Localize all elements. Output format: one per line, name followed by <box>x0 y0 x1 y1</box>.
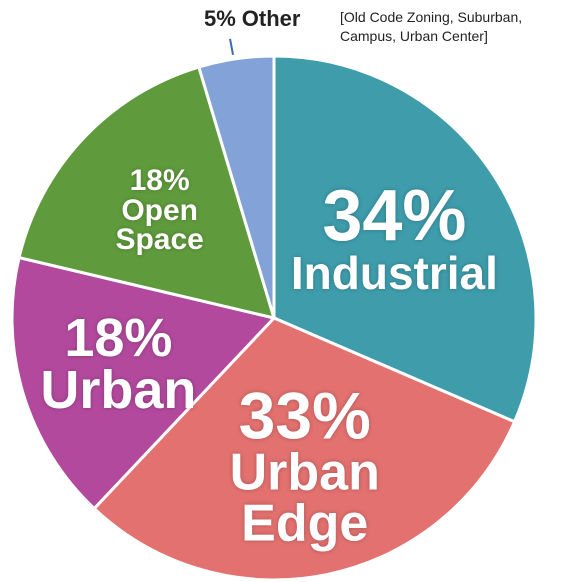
pie-slice <box>196 54 276 319</box>
pie-slice <box>10 255 277 511</box>
slice-value-label: 5% <box>204 6 236 31</box>
pie-slice <box>17 65 277 321</box>
slice-value-label: 33% <box>238 378 371 453</box>
pie-slice <box>92 316 517 582</box>
slice-label: 18% Open Space <box>115 164 205 256</box>
pie-slice <box>272 54 538 424</box>
slice-label: 5% Other <box>204 6 306 32</box>
slice-category: Industrial <box>290 247 498 300</box>
slice-label: 18% Urban <box>40 307 197 421</box>
slice-value-label: 18% <box>129 164 190 198</box>
slice-label: 34% Industrial <box>290 176 498 300</box>
slice-category: Other <box>241 6 301 31</box>
leader-line <box>229 38 235 55</box>
slice-value-label: 18% <box>64 307 173 368</box>
slice-category: Urban Edge <box>229 444 380 554</box>
slice-label: 33% Urban Edge <box>172 378 438 554</box>
slice-category: Open Space <box>115 193 204 256</box>
slice-value-label: 34% <box>322 176 467 256</box>
annotation: [Old Code Zoning, Suburban, Campus, Urba… <box>340 9 523 44</box>
slice-category: Urban <box>40 360 197 421</box>
